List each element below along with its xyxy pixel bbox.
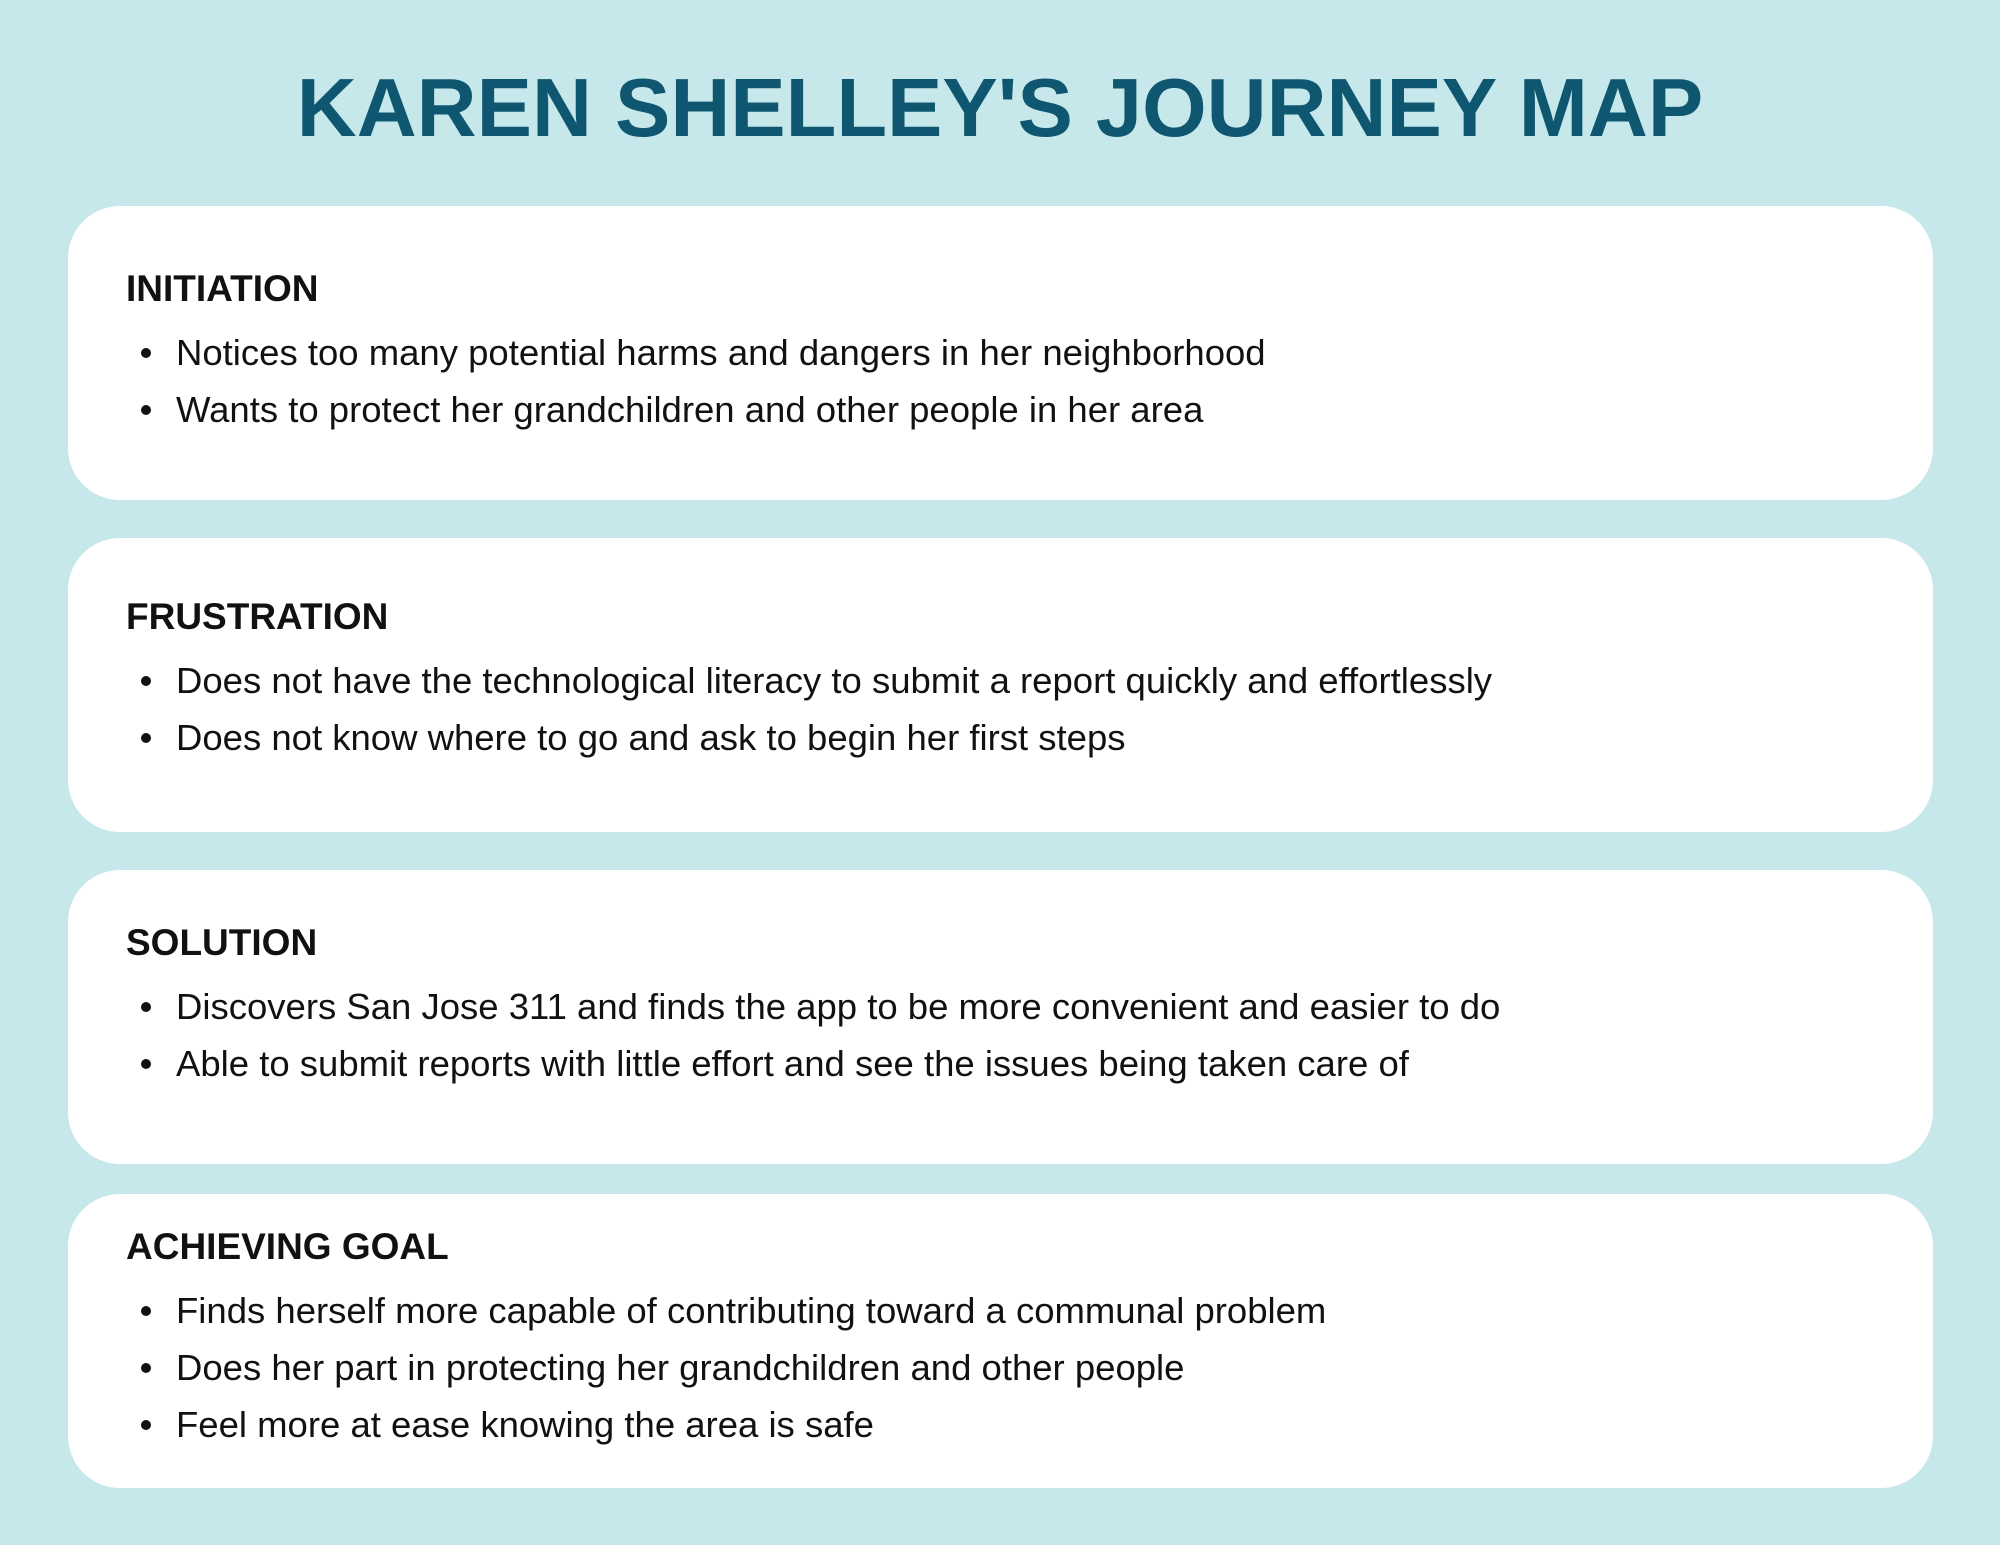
- list-item: Does not know where to go and ask to beg…: [126, 709, 1933, 766]
- section-heading: FRUSTRATION: [126, 596, 389, 637]
- section-card-solution: SOLUTION Discovers San Jose 311 and find…: [68, 870, 1933, 1164]
- bullet-dot-icon: [141, 733, 151, 743]
- list-item: Feel more at ease knowing the area is sa…: [126, 1396, 1933, 1453]
- page-title: KAREN SHELLEY'S JOURNEY MAP: [296, 61, 1704, 154]
- list-item: Does her part in protecting her grandchi…: [126, 1339, 1933, 1396]
- bullet-dot-icon: [141, 676, 151, 686]
- section-card-frustration: FRUSTRATION Does not have the technologi…: [68, 538, 1933, 832]
- list-item: Notices too many potential harms and dan…: [126, 324, 1933, 381]
- bullet-list: Finds herself more capable of contributi…: [126, 1282, 1933, 1453]
- bullet-dot-icon: [141, 1420, 151, 1430]
- list-item-text: Does not have the technological literacy…: [176, 660, 1493, 701]
- section-card-initiation: INITIATION Notices too many potential ha…: [68, 206, 1933, 500]
- list-item-text: Does her part in protecting her grandchi…: [176, 1347, 1185, 1388]
- bullet-dot-icon: [141, 1306, 151, 1316]
- bullet-dot-icon: [141, 1363, 151, 1373]
- list-item-text: Notices too many potential harms and dan…: [176, 332, 1266, 373]
- list-item-text: Finds herself more capable of contributi…: [176, 1290, 1327, 1331]
- bullet-list: Does not have the technological literacy…: [126, 652, 1933, 766]
- list-item: Able to submit reports with little effor…: [126, 1035, 1933, 1092]
- list-item: Wants to protect her grandchildren and o…: [126, 381, 1933, 438]
- bullet-dot-icon: [141, 405, 151, 415]
- list-item-text: Feel more at ease knowing the area is sa…: [176, 1404, 874, 1445]
- list-item: Discovers San Jose 311 and finds the app…: [126, 978, 1933, 1035]
- bullet-dot-icon: [141, 1002, 151, 1012]
- bullet-list: Discovers San Jose 311 and finds the app…: [126, 978, 1933, 1092]
- bullet-dot-icon: [141, 348, 151, 358]
- section-heading: SOLUTION: [126, 922, 318, 963]
- section-card-achieving-goal: ACHIEVING GOAL Finds herself more capabl…: [68, 1194, 1933, 1488]
- list-item-text: Does not know where to go and ask to beg…: [176, 717, 1126, 758]
- list-item-text: Discovers San Jose 311 and finds the app…: [176, 986, 1501, 1027]
- list-item: Finds herself more capable of contributi…: [126, 1282, 1933, 1339]
- section-heading: ACHIEVING GOAL: [126, 1226, 449, 1267]
- bullet-list: Notices too many potential harms and dan…: [126, 324, 1933, 438]
- list-item-text: Able to submit reports with little effor…: [176, 1043, 1409, 1084]
- list-item-text: Wants to protect her grandchildren and o…: [176, 389, 1204, 430]
- bullet-dot-icon: [141, 1059, 151, 1069]
- list-item: Does not have the technological literacy…: [126, 652, 1933, 709]
- section-heading: INITIATION: [126, 268, 319, 309]
